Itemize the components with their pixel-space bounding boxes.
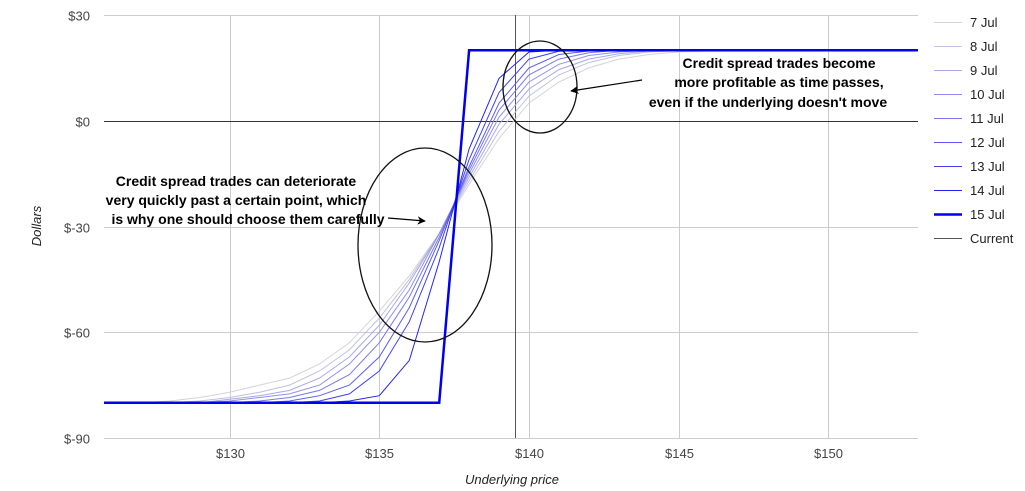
y-tick-label: $30 [68, 9, 90, 24]
legend-item-7-jul[interactable]: 7 Jul [934, 15, 998, 30]
series-line-15-jul [104, 49, 918, 405]
legend-label: 7 Jul [970, 15, 998, 30]
legend-label: 8 Jul [970, 39, 998, 54]
x-tick-label: $145 [665, 446, 694, 461]
x-axis-ticks: $130 $135 $140 $145 $150 [216, 446, 843, 461]
legend-item-11-jul[interactable]: 11 Jul [934, 111, 1004, 126]
legend-item-8-jul[interactable]: 8 Jul [934, 39, 998, 54]
x-tick-label: $140 [515, 446, 544, 461]
y-tick-label: $-90 [64, 432, 90, 447]
x-tick-label: $130 [216, 446, 245, 461]
y-tick-label: $-30 [64, 221, 90, 236]
annotations: Credit spread trades become more profitab… [106, 40, 887, 343]
legend-label: Current [970, 231, 1014, 246]
series-lines [104, 49, 918, 405]
x-axis-title: Underlying price [465, 472, 559, 487]
y-axis-title: Dollars [29, 205, 44, 246]
legend: 7 Jul 8 Jul 9 Jul 10 Jul 11 Jul 12 Jul 13 Jul 1… [934, 15, 1014, 246]
annotation-text-profitable: Credit spread trades become [683, 55, 876, 71]
legend-label: 15 Jul [970, 207, 1005, 222]
legend-label: 11 Jul [970, 111, 1004, 126]
annotation-ellipse [502, 40, 578, 134]
legend-item-13-jul[interactable]: 13 Jul [934, 159, 1005, 174]
x-tick-label: $150 [814, 446, 843, 461]
annotation-text-profitable: even if the underlying doesn't move [649, 94, 887, 110]
annotation-arrow [570, 79, 643, 94]
legend-item-9-jul[interactable]: 9 Jul [934, 63, 998, 78]
legend-label: 12 Jul [970, 135, 1005, 150]
annotation-text-deteriorate: is why one should choose them carefully [111, 211, 384, 227]
legend-label: 14 Jul [970, 183, 1005, 198]
y-tick-label: $0 [76, 115, 90, 130]
legend-item-12-jul[interactable]: 12 Jul [934, 135, 1005, 150]
legend-label: 10 Jul [970, 87, 1005, 102]
y-axis-ticks: $30 $0 $-30 $-60 $-90 [64, 9, 90, 447]
legend-item-10-jul[interactable]: 10 Jul [934, 87, 1005, 102]
annotation-arrow [387, 216, 426, 225]
legend-item-15-jul[interactable]: 15 Jul [934, 207, 1005, 222]
legend-label: 9 Jul [970, 63, 998, 78]
legend-item-current[interactable]: Current [934, 231, 1014, 246]
annotation-text-deteriorate: very quickly past a certain point, which [106, 192, 367, 208]
y-tick-label: $-60 [64, 326, 90, 341]
annotation-text-profitable: more profitable as time passes, [674, 74, 883, 90]
legend-item-14-jul[interactable]: 14 Jul [934, 183, 1005, 198]
x-tick-label: $135 [365, 446, 394, 461]
legend-label: 13 Jul [970, 159, 1005, 174]
annotation-ellipse [357, 147, 493, 343]
annotation-text-deteriorate: Credit spread trades can deteriorate [116, 173, 357, 189]
